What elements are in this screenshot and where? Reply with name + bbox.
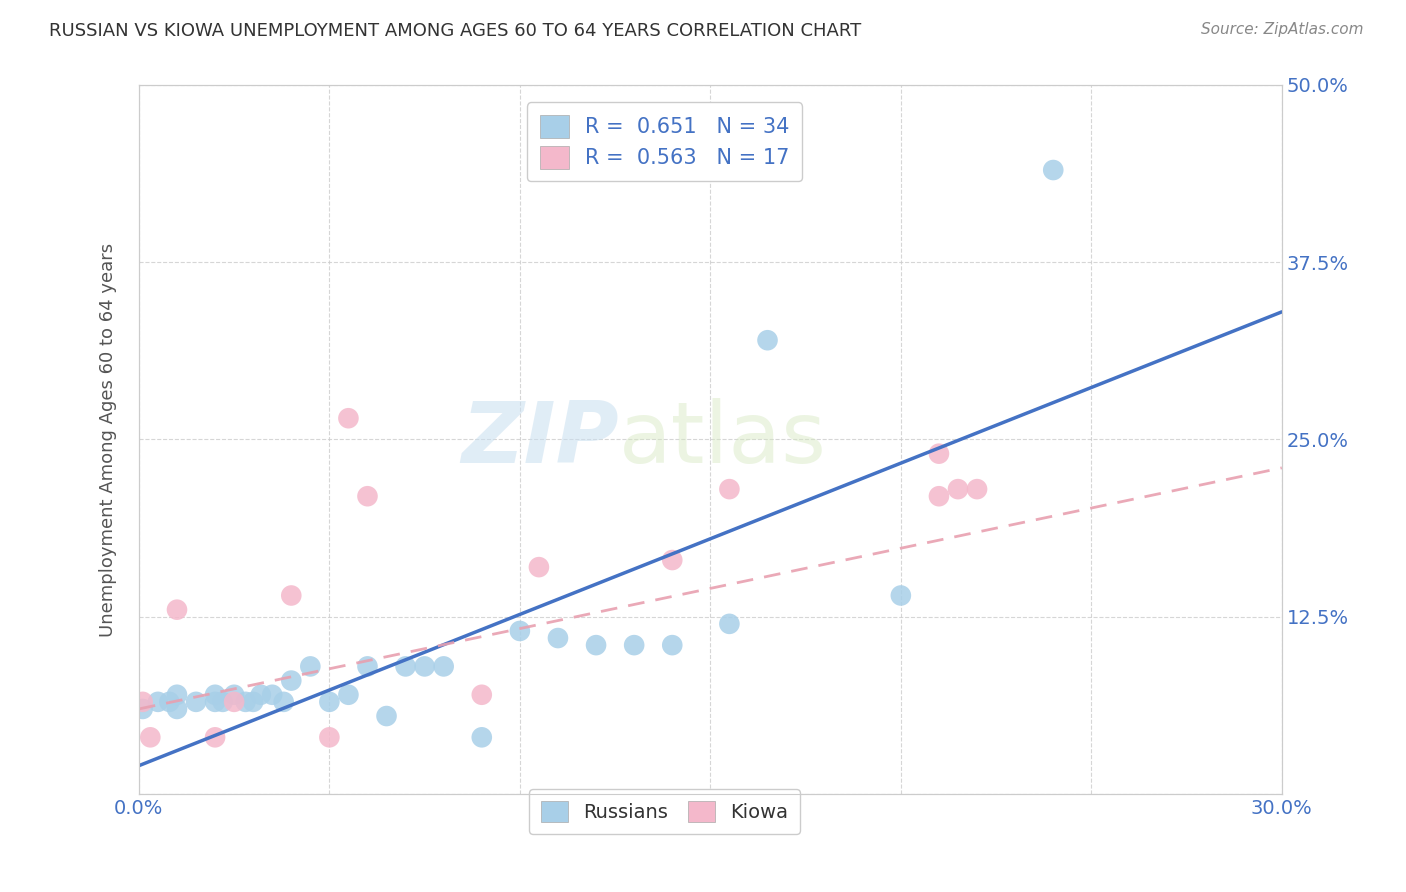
Point xyxy=(547,631,569,645)
Text: Source: ZipAtlas.com: Source: ZipAtlas.com xyxy=(1201,22,1364,37)
Point xyxy=(966,482,988,496)
Point xyxy=(471,731,494,745)
Point xyxy=(928,489,950,503)
Point xyxy=(623,638,645,652)
Point xyxy=(509,624,531,638)
Point xyxy=(139,731,162,745)
Point xyxy=(242,695,264,709)
Point xyxy=(318,695,340,709)
Point xyxy=(204,731,226,745)
Point xyxy=(337,688,360,702)
Legend: Russians, Kiowa: Russians, Kiowa xyxy=(529,789,800,834)
Point xyxy=(337,411,360,425)
Point xyxy=(718,616,741,631)
Point xyxy=(166,688,188,702)
Text: atlas: atlas xyxy=(619,398,827,481)
Point xyxy=(166,702,188,716)
Point xyxy=(157,695,180,709)
Point xyxy=(211,695,233,709)
Point xyxy=(756,333,779,347)
Point xyxy=(394,659,416,673)
Point xyxy=(146,695,169,709)
Point xyxy=(1042,163,1064,178)
Point xyxy=(527,560,550,574)
Point xyxy=(433,659,456,673)
Point xyxy=(890,589,912,603)
Point xyxy=(204,695,226,709)
Y-axis label: Unemployment Among Ages 60 to 64 years: Unemployment Among Ages 60 to 64 years xyxy=(100,243,117,637)
Point xyxy=(224,695,246,709)
Point xyxy=(661,553,683,567)
Point xyxy=(318,731,340,745)
Point xyxy=(413,659,436,673)
Text: ZIP: ZIP xyxy=(461,398,619,481)
Point xyxy=(131,702,153,716)
Point xyxy=(471,688,494,702)
Point xyxy=(928,447,950,461)
Point xyxy=(280,589,302,603)
Point xyxy=(131,695,153,709)
Point xyxy=(718,482,741,496)
Point xyxy=(166,602,188,616)
Point xyxy=(204,688,226,702)
Point xyxy=(299,659,322,673)
Point xyxy=(184,695,207,709)
Point xyxy=(946,482,969,496)
Point xyxy=(262,688,284,702)
Point xyxy=(224,688,246,702)
Text: RUSSIAN VS KIOWA UNEMPLOYMENT AMONG AGES 60 TO 64 YEARS CORRELATION CHART: RUSSIAN VS KIOWA UNEMPLOYMENT AMONG AGES… xyxy=(49,22,862,40)
Point xyxy=(585,638,607,652)
Point xyxy=(356,659,378,673)
Point xyxy=(273,695,295,709)
Point xyxy=(356,489,378,503)
Point xyxy=(235,695,257,709)
Point xyxy=(375,709,398,723)
Point xyxy=(249,688,271,702)
Point xyxy=(280,673,302,688)
Point xyxy=(661,638,683,652)
